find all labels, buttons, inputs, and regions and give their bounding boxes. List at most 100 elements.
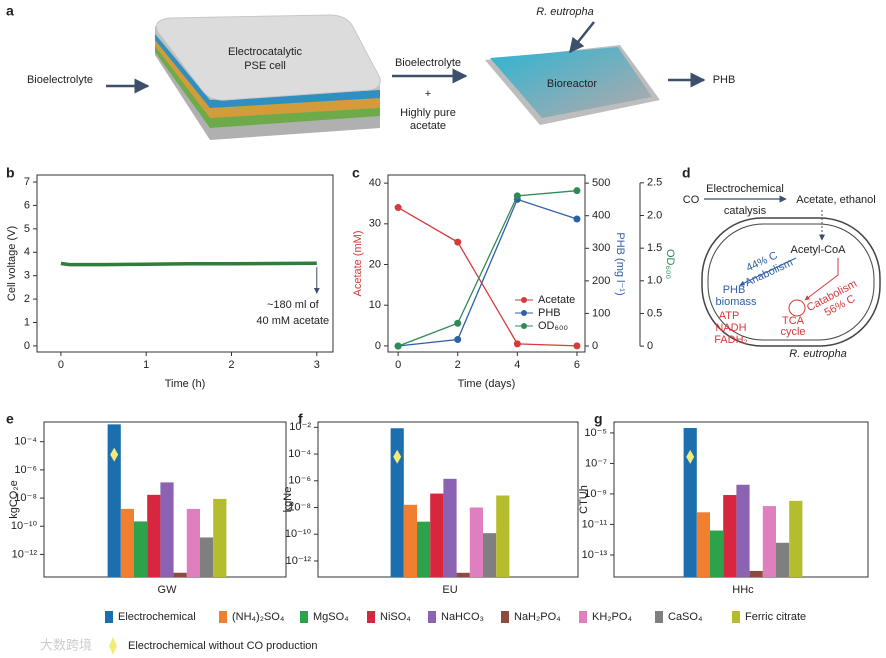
legend-label: Electrochemical: [118, 611, 196, 623]
tick-label: 10⁻¹³: [582, 549, 608, 561]
tca-circle: [788, 299, 806, 317]
bar: [776, 542, 790, 577]
line: [60, 261, 317, 267]
point: [573, 342, 581, 350]
label: R. eutropha: [789, 348, 846, 360]
point: [513, 192, 521, 200]
panel-label: f: [298, 411, 303, 427]
legend-swatch: [367, 611, 375, 623]
tick-label: 100: [592, 307, 610, 319]
label: Electrochemical: [706, 183, 784, 195]
legend-label: NiSO₄: [380, 611, 411, 623]
arrow: [739, 257, 797, 286]
marker: [110, 447, 119, 462]
bar: [710, 530, 724, 577]
tick-label: 0: [592, 340, 598, 352]
legend-swatch: [219, 611, 227, 623]
watermark: 大数跨境: [40, 637, 92, 652]
label: Bioelectrolyte: [27, 74, 93, 86]
bar: [107, 424, 121, 577]
label: Bioreactor: [547, 78, 597, 90]
bar: [186, 508, 200, 577]
tick-label: 10: [369, 299, 381, 311]
arrow: [569, 21, 595, 54]
bar: [160, 482, 174, 577]
panel-label: e: [6, 411, 14, 427]
label: Electrocatalytic: [228, 46, 302, 58]
legend-label: NaHCO₃: [441, 611, 484, 623]
marker: [393, 449, 402, 464]
bar: [173, 572, 187, 577]
plot-frame: [387, 174, 586, 353]
bar: [200, 537, 214, 577]
tick-label: 10⁻¹¹: [582, 518, 608, 530]
line: [397, 206, 577, 347]
legend-swatch: [105, 611, 113, 623]
legend-label: Ferric citrate: [745, 611, 806, 623]
label: Highly pure: [400, 107, 456, 119]
label: PHB: [723, 284, 746, 296]
label: acetate: [410, 120, 446, 132]
tick-label: 400: [592, 210, 610, 222]
tick-label: 2: [24, 293, 30, 305]
tick-label: 500: [592, 177, 610, 189]
tick-label: 10⁻¹²: [286, 555, 312, 567]
legend-label: Electrochemical without CO production: [128, 640, 318, 652]
tick-label: 0.5: [647, 307, 662, 319]
tick-label: 4: [24, 246, 30, 258]
category-label: HHc: [732, 584, 754, 596]
plot-frame: [36, 174, 334, 353]
point: [454, 335, 462, 343]
label: NADH: [715, 322, 746, 334]
tick-label: 0: [647, 340, 653, 352]
label: TCA: [782, 315, 805, 327]
category-label: EU: [442, 584, 457, 596]
tick-label: 200: [592, 275, 610, 287]
axis-label: Acetate (mM): [352, 230, 364, 296]
legend-swatch: [501, 611, 509, 623]
tick-label: 10⁻¹²: [12, 548, 38, 560]
legend-label: NaH₂PO₄: [514, 611, 561, 623]
bar: [213, 498, 227, 577]
tick-label: 10⁻⁹: [584, 488, 607, 500]
panel-label: c: [352, 165, 360, 181]
axis-label: kgCO₂e: [8, 480, 20, 519]
tick-label: 0: [375, 340, 381, 352]
label: ATP: [719, 310, 740, 322]
category-label: GW: [158, 584, 178, 596]
tick-label: 10⁻⁴: [14, 436, 37, 448]
cell-outline: [701, 217, 881, 347]
legend-label: Acetate: [538, 294, 575, 306]
axis-label: PHB (mg l⁻¹): [614, 232, 626, 295]
bar: [134, 521, 148, 577]
cell-outline: [707, 223, 875, 341]
axis-label: Cell voltage (V): [6, 226, 18, 301]
bar: [683, 428, 697, 577]
arrow: [804, 258, 839, 301]
legend-swatch: [300, 611, 308, 623]
panel-label: d: [682, 165, 691, 181]
bar: [390, 428, 404, 577]
legend-swatch: [428, 611, 436, 623]
axis-label: kgNe: [282, 487, 294, 513]
tick-label: 30: [369, 218, 381, 230]
axis-label: OD₆₀₀: [664, 249, 676, 279]
bar: [723, 495, 737, 577]
tick-label: 300: [592, 242, 610, 254]
tick-label: 1.0: [647, 275, 662, 287]
label: R. eutropha: [536, 6, 593, 18]
bar: [430, 493, 444, 577]
legend-marker: [109, 637, 117, 655]
point: [513, 340, 521, 348]
legend-label: CaSO₄: [668, 611, 703, 623]
bar: [403, 504, 417, 577]
label: +: [425, 88, 431, 100]
point: [454, 319, 462, 327]
point: [394, 342, 402, 350]
bar: [147, 494, 161, 577]
tick-label: 2: [455, 359, 461, 371]
bar: [469, 507, 483, 577]
bar: [496, 495, 510, 577]
tick-label: 2.0: [647, 209, 662, 221]
